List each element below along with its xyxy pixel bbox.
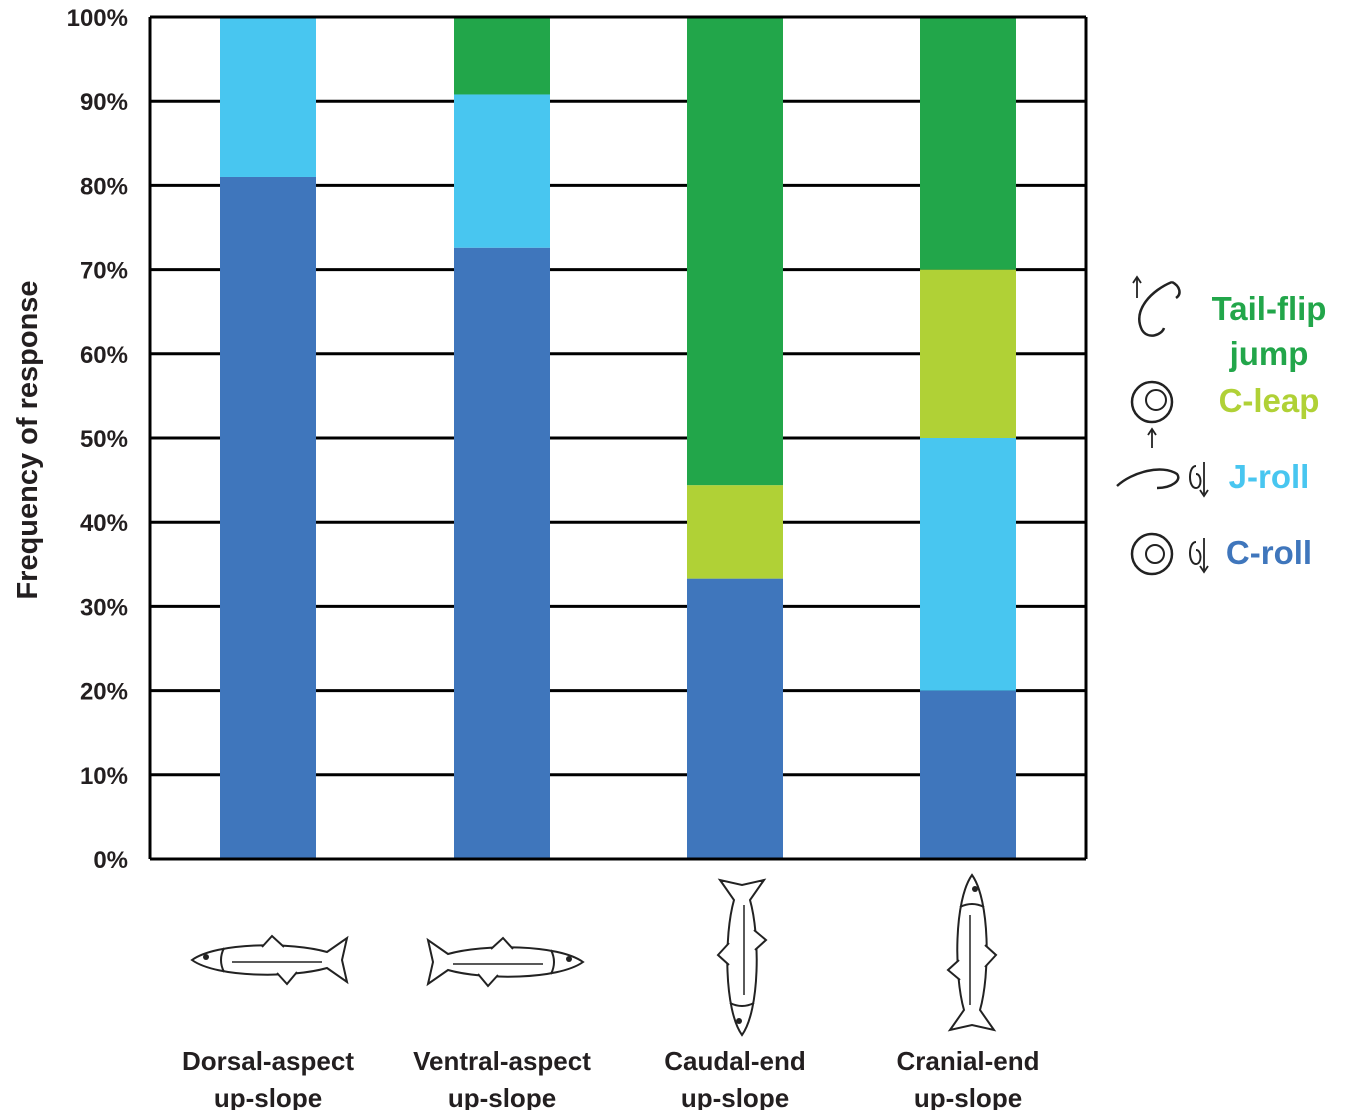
y-tick-label: 10% [80, 763, 128, 790]
y-tick-label: 20% [80, 679, 128, 706]
j-roll-icon [1116, 462, 1209, 498]
bar-segment-c-roll-ventral-aspect [454, 247, 550, 859]
category-label: Cranial-end [896, 1046, 1039, 1076]
legend-item-j-roll: J-roll [1116, 458, 1310, 498]
axes [148, 15, 1088, 861]
category-label: up-slope [681, 1083, 789, 1110]
bar-segment-tail-flip-jump-caudal-end [687, 17, 783, 486]
fish-head-up-icon [946, 873, 998, 1032]
bar-segment-c-leap-cranial-end [920, 269, 1016, 438]
legend-label-c-roll: C-roll [1226, 534, 1312, 571]
category-label: Dorsal-aspect [182, 1046, 354, 1076]
bar-segment-j-roll-cranial-end [920, 438, 1016, 691]
bar-segment-c-roll-cranial-end [920, 690, 1016, 859]
bar-segment-tail-flip-jump-ventral-aspect [454, 17, 550, 95]
y-tick-label: 90% [80, 89, 128, 116]
y-tick-label: 100% [67, 5, 128, 32]
category-label: Ventral-aspect [413, 1046, 591, 1076]
bar-segment-c-roll-dorsal-aspect [220, 176, 316, 860]
legend-label-tail-flip-jump: Tail-flip [1212, 290, 1327, 327]
legend-label-tail-flip-jump: jump [1229, 335, 1309, 372]
bar-segment-c-leap-caudal-end [687, 485, 783, 579]
fish-side-icon [190, 934, 349, 986]
legend: Tail-flip jump C-leap J-roll C-roll [1116, 275, 1327, 576]
bar-segment-j-roll-dorsal-aspect [220, 17, 316, 177]
y-tick-label: 70% [80, 258, 128, 285]
y-axis-title: Frequency of response [12, 280, 44, 599]
legend-label-c-leap: C-leap [1219, 382, 1320, 419]
legend-item-tail-flip-jump: Tail-flip jump [1132, 275, 1327, 372]
tail-flip-jump-icon [1132, 275, 1181, 337]
y-tick-label: 0% [93, 847, 128, 874]
legend-item-c-roll: C-roll [1130, 532, 1312, 576]
fish-head-down-icon [716, 878, 768, 1037]
y-tick-label: 50% [80, 426, 128, 453]
category-labels: Dorsal-aspect up-slope Ventral-aspect up-sl… [182, 1046, 1040, 1110]
legend-label-j-roll: J-roll [1229, 458, 1310, 495]
category-label: up-slope [914, 1083, 1022, 1110]
y-tick-label: 40% [80, 510, 128, 537]
y-tick-label: 80% [80, 173, 128, 200]
c-roll-icon [1130, 532, 1209, 576]
c-leap-icon [1130, 380, 1174, 448]
bar-segment-tail-flip-jump-cranial-end [920, 17, 1016, 270]
y-tick-label: 30% [80, 594, 128, 621]
category-icons [190, 873, 998, 1037]
category-label: up-slope [214, 1083, 322, 1110]
bars [220, 17, 1016, 860]
category-label: Caudal-end [664, 1046, 806, 1076]
category-label: up-slope [448, 1083, 556, 1110]
bar-segment-c-roll-caudal-end [687, 578, 783, 859]
fish-side-flipped-icon [426, 936, 585, 988]
bar-segment-j-roll-ventral-aspect [454, 94, 550, 248]
y-tick-label: 60% [80, 342, 128, 369]
legend-item-c-leap: C-leap [1130, 380, 1320, 448]
y-tick-labels: 0% 10% 20% 30% 40% 50% 60% 70% 80% 90% 100% [67, 5, 128, 874]
